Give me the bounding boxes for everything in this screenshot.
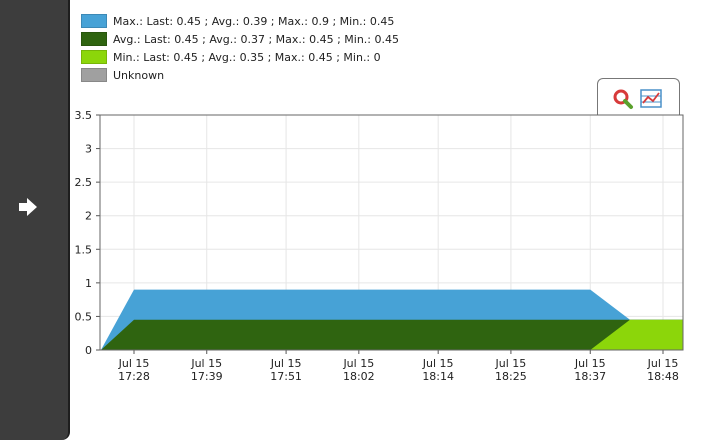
x-tick-label: Jul 15 bbox=[647, 357, 679, 370]
area-series-min bbox=[100, 319, 683, 350]
legend-label-max: Max.: Last: 0.45 ; Avg.: 0.39 ; Max.: 0.… bbox=[113, 14, 395, 28]
legend-item-avg: Avg.: Last: 0.45 ; Avg.: 0.37 ; Max.: 0.… bbox=[81, 30, 399, 48]
chart-toolbox bbox=[597, 78, 680, 115]
x-tick-label: Jul 15 bbox=[270, 357, 302, 370]
x-tick-label: Jul 15 bbox=[495, 357, 527, 370]
x-tick-label: 17:51 bbox=[270, 370, 302, 383]
x-tick-label: Jul 15 bbox=[342, 357, 374, 370]
x-tick-label: Jul 15 bbox=[574, 357, 606, 370]
x-tick-label: 18:14 bbox=[422, 370, 454, 383]
area-series-avg bbox=[100, 319, 683, 350]
legend-swatch-unknown bbox=[81, 68, 107, 82]
legend-label-unknown: Unknown bbox=[113, 68, 165, 82]
legend-item-unknown: Unknown bbox=[81, 66, 399, 84]
y-tick-label: 2 bbox=[85, 210, 92, 223]
y-tick-label: 1 bbox=[85, 277, 92, 290]
x-tick-label: 18:48 bbox=[647, 370, 679, 383]
legend-swatch-min bbox=[81, 50, 107, 64]
legend-swatch-max bbox=[81, 14, 107, 28]
x-tick-label: 17:39 bbox=[191, 370, 223, 383]
y-tick-label: 3.5 bbox=[75, 109, 93, 122]
y-tick-label: 0 bbox=[85, 344, 92, 357]
arrow-right-icon bbox=[19, 198, 37, 216]
x-tick-label: Jul 15 bbox=[190, 357, 222, 370]
x-tick-label: 17:28 bbox=[118, 370, 150, 383]
x-tick-label: Jul 15 bbox=[118, 357, 150, 370]
x-tick-label: 18:25 bbox=[495, 370, 527, 383]
chart-legend: Max.: Last: 0.45 ; Avg.: 0.39 ; Max.: 0.… bbox=[81, 12, 399, 84]
legend-item-max: Max.: Last: 0.45 ; Avg.: 0.39 ; Max.: 0.… bbox=[81, 12, 399, 30]
sidebar-toggle-button[interactable] bbox=[14, 194, 42, 220]
zoom-icon[interactable] bbox=[612, 88, 634, 110]
chart-settings-icon[interactable] bbox=[640, 88, 662, 110]
legend-item-min: Min.: Last: 0.45 ; Avg.: 0.35 ; Max.: 0.… bbox=[81, 48, 399, 66]
y-tick-label: 2.5 bbox=[75, 176, 93, 189]
legend-label-avg: Avg.: Last: 0.45 ; Avg.: 0.37 ; Max.: 0.… bbox=[113, 32, 399, 46]
x-tick-label: 18:02 bbox=[343, 370, 375, 383]
y-tick-label: 3 bbox=[85, 143, 92, 156]
y-tick-label: 1.5 bbox=[75, 243, 93, 256]
legend-label-min: Min.: Last: 0.45 ; Avg.: 0.35 ; Max.: 0.… bbox=[113, 50, 381, 64]
legend-swatch-avg bbox=[81, 32, 107, 46]
sidebar bbox=[0, 0, 70, 440]
x-tick-label: Jul 15 bbox=[422, 357, 454, 370]
plot-border bbox=[99, 114, 684, 351]
y-tick-label: 0.5 bbox=[75, 310, 93, 323]
x-tick-label: 18:37 bbox=[574, 370, 606, 383]
